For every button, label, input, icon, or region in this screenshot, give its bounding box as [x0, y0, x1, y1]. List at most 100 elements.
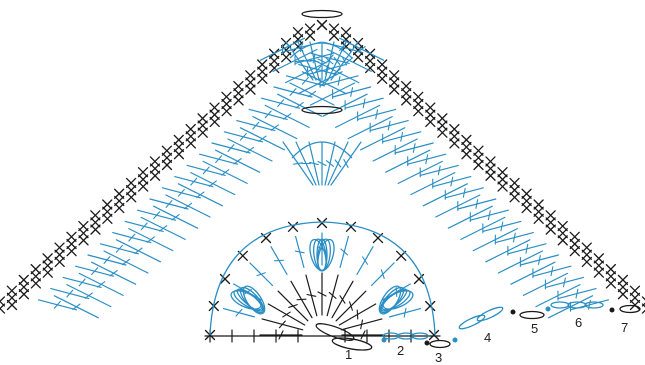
stitch-465	[512, 232, 516, 243]
stitch-581	[396, 250, 407, 261]
stitch-551	[278, 320, 286, 329]
stitch-481	[537, 255, 541, 265]
stitch-271	[497, 167, 508, 178]
dot-row-7	[609, 307, 615, 313]
stitch-553	[219, 273, 231, 285]
stitch-445	[153, 211, 161, 220]
stitch-361	[350, 87, 354, 97]
chain-oval-row-2c	[411, 332, 429, 340]
stitch-195	[581, 249, 592, 260]
stitch-601	[256, 272, 266, 277]
stitch-603	[273, 259, 285, 262]
stitch-111	[328, 23, 340, 34]
chain-oval-row-4a	[458, 314, 486, 330]
chain-oval-row-6a	[550, 301, 570, 309]
stitch-531	[293, 162, 303, 165]
black-stitch-layer	[0, 19, 645, 346]
stitch-365	[277, 99, 285, 108]
stitch-265	[149, 156, 161, 167]
stitch-405	[215, 155, 223, 164]
stitch-305	[30, 263, 41, 275]
chain-oval-row-1a	[315, 323, 355, 341]
stitch-147	[437, 120, 448, 131]
stitch-127	[377, 66, 388, 77]
chain-ovals	[230, 9, 641, 351]
stitch-479	[121, 258, 131, 266]
stitch-521	[309, 59, 320, 63]
stitch-199	[593, 260, 604, 271]
blue-stitch-layer	[37, 37, 610, 343]
stitch-214	[641, 303, 645, 308]
stitch-527	[333, 56, 341, 66]
row-labels: 1 2 3 4 5 6 7	[345, 315, 628, 365]
stitch-155	[461, 141, 472, 153]
stitch-79	[545, 224, 556, 235]
stitch-381	[252, 121, 260, 130]
stitch-71	[521, 202, 532, 214]
stitch-9	[293, 41, 304, 52]
stitch-217	[292, 27, 304, 38]
stitch-375	[283, 113, 292, 120]
stitch-461	[128, 233, 136, 242]
stitch-539	[326, 160, 334, 167]
stitch-33	[221, 106, 232, 117]
stitch-83	[557, 235, 568, 246]
stitch-275	[509, 177, 520, 189]
stitch-505	[575, 288, 579, 299]
stitch-557	[237, 250, 248, 261]
stitch-231	[376, 59, 388, 70]
stitch-115	[340, 34, 352, 45]
stitch-351	[320, 79, 329, 87]
stitch-593	[428, 329, 440, 341]
stitch-247	[425, 102, 436, 113]
stitch-273	[125, 177, 137, 189]
stitch-165	[137, 174, 149, 185]
stitch-501	[66, 289, 74, 298]
stitch-469	[115, 244, 123, 253]
stitch-415	[221, 169, 230, 176]
stitch-37	[209, 116, 220, 128]
stitch-523	[317, 58, 327, 64]
stitch-369	[362, 98, 366, 109]
stitch-385	[387, 120, 391, 131]
stitch-183	[545, 217, 556, 228]
stitch-261	[161, 145, 172, 156]
stitch-235	[389, 70, 400, 81]
stitch-399	[245, 146, 255, 154]
stitch-43	[437, 127, 448, 138]
stitch-75	[533, 213, 544, 224]
stitch-609	[340, 248, 349, 256]
stitch-69	[114, 202, 125, 214]
stitch-449	[487, 210, 491, 221]
stitch-327	[357, 45, 366, 53]
stitch-357	[289, 88, 297, 96]
stitch-391	[258, 135, 267, 143]
stitch-77	[90, 224, 101, 235]
dot-row-3	[424, 340, 430, 346]
stitch-161	[149, 163, 161, 174]
stitch-109	[304, 23, 316, 34]
stitch-107	[629, 299, 641, 311]
stitch-367	[295, 101, 304, 109]
stitch-589	[425, 300, 436, 312]
stitch-335	[345, 57, 354, 64]
stitch-212	[0, 307, 6, 314]
chain-oval-top	[301, 9, 343, 19]
stitch-159	[473, 152, 484, 163]
stitch-303	[593, 253, 604, 264]
stitch-133	[233, 88, 244, 99]
stitch-241	[221, 91, 232, 102]
stitch-289	[78, 220, 89, 232]
stitch-495	[97, 281, 106, 288]
stitch-87	[569, 246, 580, 257]
stitch-269	[137, 167, 149, 178]
stitch-407	[233, 157, 242, 165]
stitch-139	[413, 98, 424, 110]
stitch-477	[103, 256, 111, 264]
stitch-181	[90, 217, 101, 228]
chain-oval-row-2b	[397, 332, 415, 340]
stitch-47	[449, 138, 460, 149]
row-label-7: 7	[621, 320, 628, 335]
stitch-177	[102, 206, 113, 217]
